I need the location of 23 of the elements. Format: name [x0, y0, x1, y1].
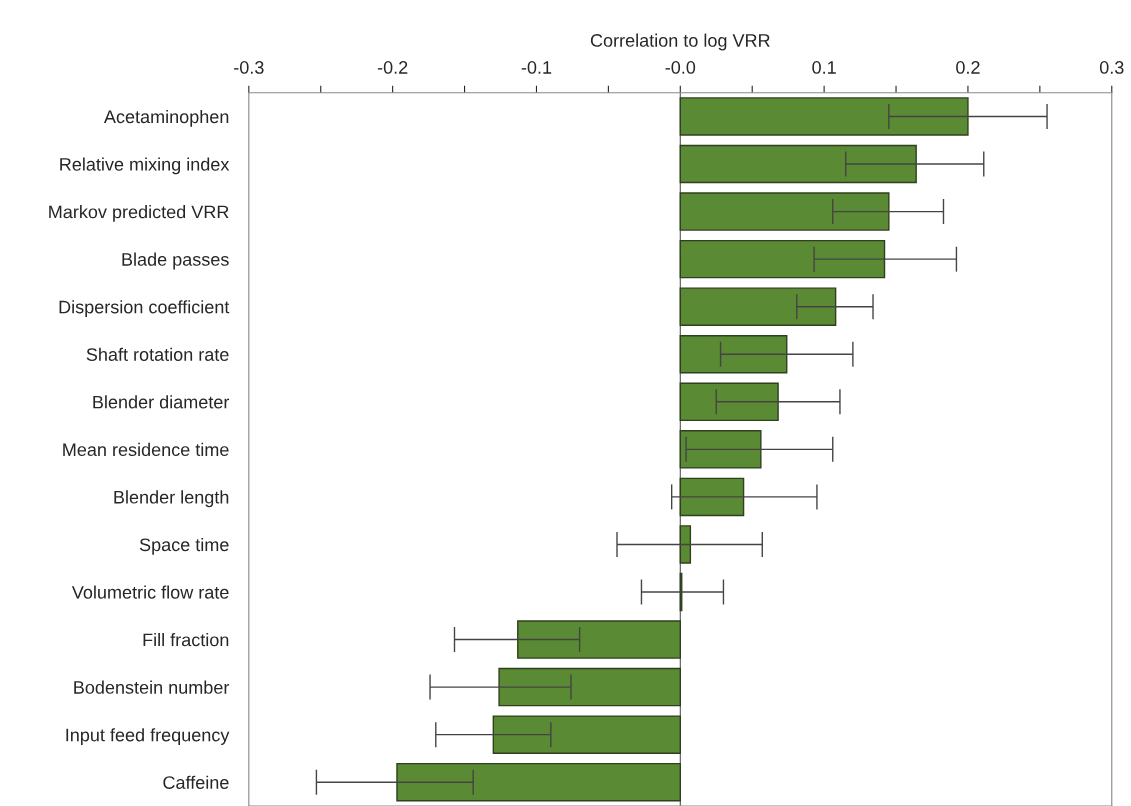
x-tick-label: 0.1 [812, 61, 836, 74]
x-tick-label: -0.0 [665, 61, 696, 74]
y-tick-label: Volumetric flow rate [71, 585, 229, 599]
x-tick-label: 0.3 [1099, 61, 1124, 74]
y-tick-label: Dispersion coefficient [59, 300, 230, 317]
y-tick-label: Caffeine [163, 775, 229, 789]
y-tick-label: Relative mixing index [60, 157, 230, 175]
y-tick-label: Fill fraction [143, 633, 229, 647]
y-tick-label: Blender diameter [93, 395, 230, 409]
y-tick-label: Input feed frequency [66, 728, 230, 745]
y-tick-label: Bodenstein number [74, 680, 230, 694]
y-tick-label: Shaft rotation rate [86, 347, 229, 361]
x-tick-label: 0.2 [956, 61, 980, 74]
y-tick-label: Blade passes [122, 252, 229, 270]
y-tick-label: Mean residence time [63, 442, 229, 457]
x-tick-label: -0.3 [234, 61, 264, 74]
y-tick-label: Blender length [114, 490, 229, 508]
y-tick-label: Acetaminophen [103, 109, 229, 127]
y-tick-label: Markov predicted VRR [49, 205, 229, 222]
x-tick-label: -0.2 [377, 61, 408, 74]
x-tick-label: -0.1 [521, 61, 552, 74]
y-tick-label: Space time [139, 537, 229, 555]
x-axis-title: Correlation to log VRR [590, 33, 770, 51]
